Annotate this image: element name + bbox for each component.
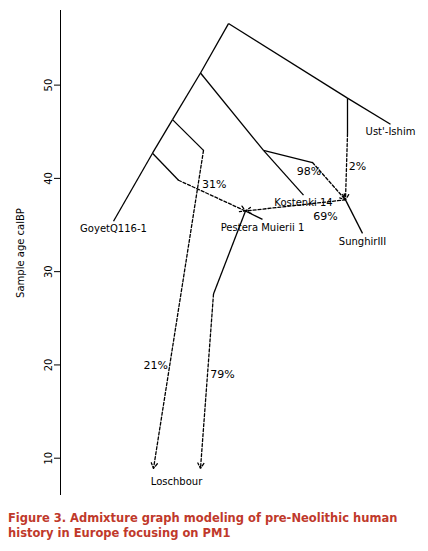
svg-text:Kostenki 14: Kostenki 14	[274, 197, 332, 208]
svg-text:SunghirIII: SunghirIII	[339, 236, 386, 247]
svg-text:Loschbour: Loschbour	[151, 476, 203, 487]
svg-text:10: 10	[43, 452, 54, 465]
svg-text:Pestera Muierii 1: Pestera Muierii 1	[221, 222, 305, 233]
svg-text:50: 50	[43, 79, 54, 92]
svg-text:GoyetQ116-1: GoyetQ116-1	[80, 223, 147, 234]
svg-text:31%31: 31%31	[202, 178, 226, 191]
svg-text:69%69: 69%69	[313, 210, 337, 223]
svg-text:Ust'-Ishim: Ust'-Ishim	[366, 126, 416, 137]
svg-text:30: 30	[43, 265, 54, 278]
svg-text:2%2: 2%2	[349, 160, 366, 173]
svg-text:79%79: 79%79	[210, 368, 234, 381]
svg-text:40: 40	[43, 172, 54, 185]
svg-text:Sample age calBP: Sample age calBP	[15, 208, 26, 298]
svg-text:21%21: 21%21	[144, 359, 168, 372]
svg-text:98%98: 98%98	[297, 165, 321, 178]
svg-text:20: 20	[43, 359, 54, 372]
html-text:Figure 3. Admixture graph mode: Figure 3. Admixture graph modeling of pr…	[8, 511, 398, 540]
